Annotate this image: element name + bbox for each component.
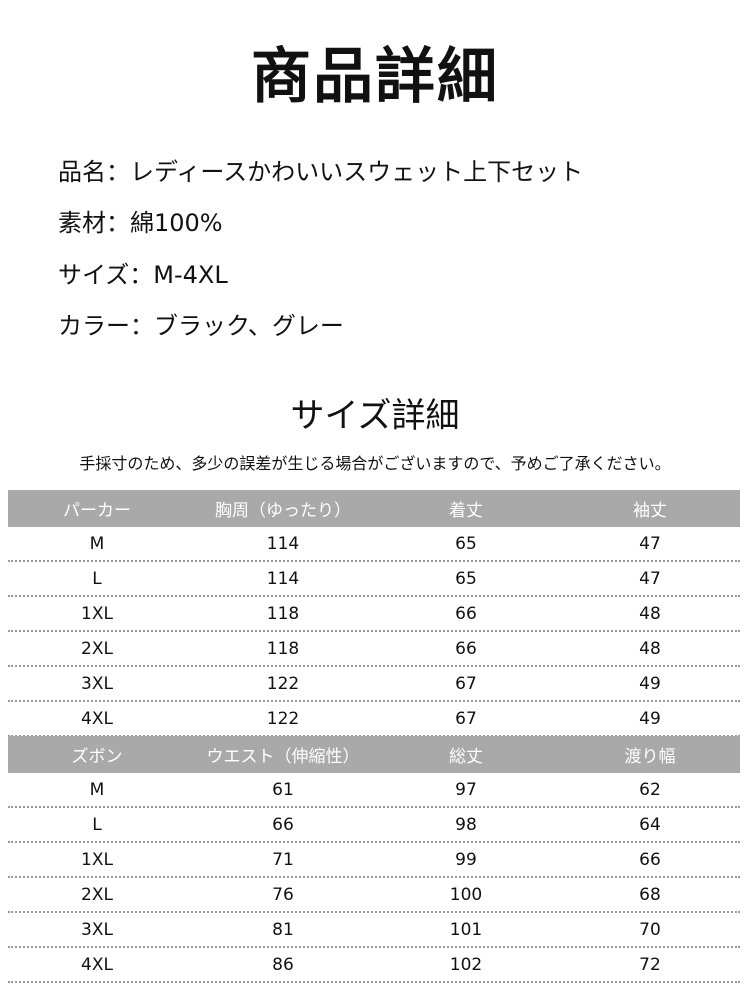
table-cell: 65 [455, 533, 477, 554]
table-cell: 48 [639, 603, 661, 624]
table-cell: 98 [455, 814, 477, 835]
table-row: 4XL 122 67 49 [8, 702, 740, 737]
table-cell: 101 [449, 919, 483, 940]
table-cell: 4XL [81, 708, 113, 729]
table-cell: 66 [272, 814, 294, 835]
table-cell: 2XL [81, 884, 113, 905]
table-row: L 66 98 64 [8, 808, 740, 843]
table-header: パーカー 胸周（ゆったり） 着丈 袖丈 [8, 490, 740, 527]
table-row: M 114 65 47 [8, 527, 740, 562]
table-cell: 3XL [81, 673, 113, 694]
table-cell: 122 [266, 708, 300, 729]
table-cell: 3XL [81, 919, 113, 940]
table-cell: 2XL [81, 638, 113, 659]
table-cell: 76 [272, 884, 294, 905]
table-cell: M [89, 779, 105, 800]
table-cell: 68 [639, 884, 661, 905]
hoodie-size-table: パーカー 胸周（ゆったり） 着丈 袖丈 M 114 65 47 L 114 65 47 1XL 118 66… [8, 490, 740, 737]
table-cell: 48 [639, 638, 661, 659]
table-cell: 65 [455, 568, 477, 589]
table-cell: 49 [639, 708, 661, 729]
column-header: 着丈 [449, 501, 483, 521]
table-row: 2XL 118 66 48 [8, 632, 740, 667]
table-row: 2XL 76 100 68 [8, 878, 740, 913]
measurement-note: 手採寸のため、多少の誤差が生じる場合がございますので、予めご了承ください。 [79, 454, 671, 473]
table-cell: L [92, 814, 102, 835]
table-cell: 81 [272, 919, 294, 940]
table-cell: 70 [639, 919, 661, 940]
column-header: 渡り幅 [624, 747, 676, 767]
table-cell: 114 [266, 568, 300, 589]
table-row: 3XL 81 101 70 [8, 913, 740, 948]
table-cell: 66 [455, 603, 477, 624]
table-row: M 61 97 62 [8, 773, 740, 808]
pants-size-table: ズボン ウエスト（伸縮性） 総丈 渡り幅 M 61 97 62 L 66 98 64 1XL 71 99 66… [8, 736, 740, 983]
product-name: 品名：レディースかわいいスウェット上下セット [58, 158, 584, 186]
table-row: L 114 65 47 [8, 562, 740, 597]
table-cell: 114 [266, 533, 300, 554]
table-row: 3XL 122 67 49 [8, 667, 740, 702]
table-cell: L [92, 568, 102, 589]
table-cell: 66 [639, 849, 661, 870]
table-header: ズボン ウエスト（伸縮性） 総丈 渡り幅 [8, 736, 740, 773]
table-cell: 122 [266, 673, 300, 694]
table-cell: 102 [449, 954, 483, 975]
table-cell: 1XL [81, 849, 113, 870]
table-cell: 49 [639, 673, 661, 694]
table-cell: 61 [272, 779, 294, 800]
table-cell: 118 [266, 603, 300, 624]
table-cell: 62 [639, 779, 661, 800]
page-title: 商品詳細 [251, 42, 499, 112]
table-cell: 64 [639, 814, 661, 835]
column-header: 総丈 [449, 747, 483, 767]
table-cell: 67 [455, 708, 477, 729]
table-row: 1XL 71 99 66 [8, 843, 740, 878]
table-cell: 1XL [81, 603, 113, 624]
table-cell: 4XL [81, 954, 113, 975]
column-header: ウエスト（伸縮性） [206, 747, 360, 767]
sizes: サイズ：M-4XL [58, 261, 228, 289]
table-cell: 86 [272, 954, 294, 975]
column-header: 袖丈 [633, 501, 667, 521]
table-row: 1XL 118 66 48 [8, 597, 740, 632]
table-cell: 100 [449, 884, 483, 905]
column-header: ズボン [71, 747, 123, 767]
table-cell: 118 [266, 638, 300, 659]
size-detail-heading: サイズ詳細 [290, 396, 460, 436]
table-cell: 47 [639, 568, 661, 589]
table-cell: M [89, 533, 105, 554]
column-header: 胸周（ゆったり） [215, 501, 351, 521]
table-cell: 67 [455, 673, 477, 694]
table-cell: 66 [455, 638, 477, 659]
material: 素材：綿100% [58, 209, 223, 237]
table-cell: 71 [272, 849, 294, 870]
table-cell: 72 [639, 954, 661, 975]
colors: カラー：ブラック、グレー [58, 312, 344, 340]
table-cell: 97 [455, 779, 477, 800]
table-cell: 99 [455, 849, 477, 870]
table-cell: 47 [639, 533, 661, 554]
table-row: 4XL 86 102 72 [8, 948, 740, 983]
column-header: パーカー [63, 501, 131, 521]
